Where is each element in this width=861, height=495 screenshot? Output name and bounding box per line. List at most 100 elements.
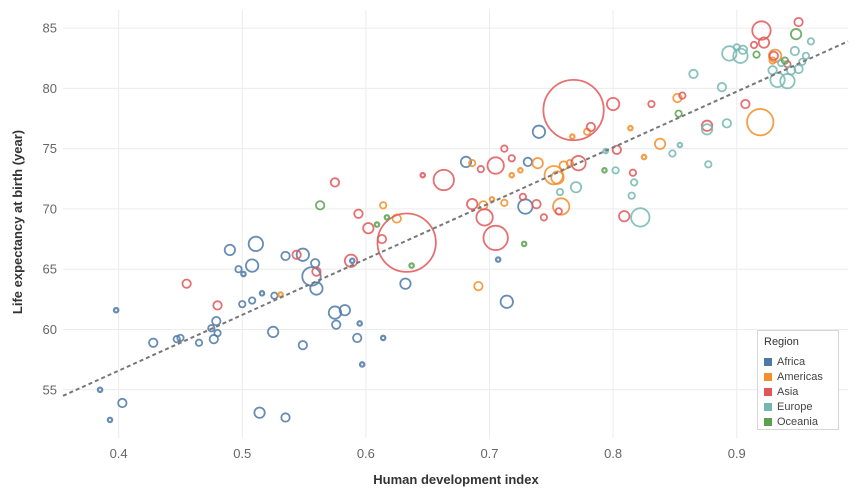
data-point-oceania[interactable] <box>315 200 326 211</box>
data-point-europe[interactable] <box>569 181 583 194</box>
data-point-europe[interactable] <box>806 37 816 46</box>
data-point-oceania[interactable] <box>383 214 391 221</box>
data-point-europe[interactable] <box>704 160 713 169</box>
data-point-asia[interactable] <box>419 171 427 179</box>
data-point-asia[interactable] <box>311 266 322 277</box>
data-point-africa[interactable] <box>459 155 473 169</box>
data-point-oceania[interactable] <box>601 167 608 174</box>
data-point-africa[interactable] <box>117 397 128 409</box>
data-point-africa[interactable] <box>223 243 236 257</box>
data-point-africa[interactable] <box>522 156 533 168</box>
data-point-africa[interactable] <box>172 335 181 344</box>
data-point-africa[interactable] <box>531 124 547 139</box>
data-point-asia[interactable] <box>486 156 505 175</box>
data-point-americas[interactable] <box>531 157 544 170</box>
data-point-europe[interactable] <box>789 45 800 57</box>
data-point-africa[interactable] <box>245 258 260 273</box>
data-point-africa[interactable] <box>356 320 363 327</box>
data-point-asia[interactable] <box>768 50 779 61</box>
data-point-asia[interactable] <box>678 91 687 100</box>
data-point-africa[interactable] <box>208 334 219 345</box>
data-point-africa[interactable] <box>258 290 266 297</box>
data-point-asia[interactable] <box>793 16 804 28</box>
data-point-asia[interactable] <box>539 213 548 222</box>
data-point-africa[interactable] <box>176 333 185 343</box>
data-point-asia[interactable] <box>740 98 751 110</box>
data-point-africa[interactable] <box>238 300 247 309</box>
data-point-africa[interactable] <box>494 256 502 263</box>
data-point-europe[interactable] <box>801 51 811 60</box>
data-point-europe[interactable] <box>676 141 684 149</box>
data-point-asia[interactable] <box>749 40 759 50</box>
data-point-americas[interactable] <box>768 56 777 65</box>
data-point-europe[interactable] <box>611 166 620 175</box>
data-point-europe[interactable] <box>700 123 714 136</box>
data-point-asia[interactable] <box>585 121 596 133</box>
data-point-africa[interactable] <box>112 306 120 314</box>
data-point-asia[interactable] <box>476 165 485 174</box>
data-point-africa[interactable] <box>331 319 342 330</box>
data-point-africa[interactable] <box>211 315 222 327</box>
data-point-africa[interactable] <box>348 257 356 265</box>
data-point-europe[interactable] <box>798 57 807 66</box>
data-point-africa[interactable] <box>270 291 279 300</box>
data-point-africa[interactable] <box>295 247 310 262</box>
data-point-asia[interactable] <box>353 208 364 219</box>
data-point-europe[interactable] <box>793 63 804 75</box>
data-point-europe[interactable] <box>630 178 639 187</box>
data-point-asia[interactable] <box>362 222 375 235</box>
data-point-africa[interactable] <box>267 325 280 339</box>
data-point-americas[interactable] <box>517 167 524 174</box>
data-point-oceania[interactable] <box>674 109 683 118</box>
legend-item-oceania[interactable]: Oceania <box>758 414 838 429</box>
legend-item-americas[interactable]: Americas <box>758 369 838 384</box>
data-point-americas[interactable] <box>379 201 388 210</box>
data-point-americas[interactable] <box>746 108 775 137</box>
data-point-africa[interactable] <box>96 386 104 394</box>
data-point-asia[interactable] <box>181 278 192 289</box>
data-point-africa[interactable] <box>280 412 291 423</box>
data-point-asia[interactable] <box>518 192 527 201</box>
data-point-oceania[interactable] <box>520 240 528 248</box>
data-point-asia[interactable] <box>507 154 516 163</box>
data-point-asia[interactable] <box>531 199 542 210</box>
data-point-europe[interactable] <box>630 207 651 228</box>
data-point-americas[interactable] <box>468 159 477 168</box>
data-point-asia[interactable] <box>751 20 772 41</box>
data-point-europe[interactable] <box>732 47 749 64</box>
data-point-africa[interactable] <box>297 340 308 351</box>
data-point-africa[interactable] <box>213 329 222 338</box>
data-point-europe[interactable] <box>721 45 738 62</box>
data-point-africa[interactable] <box>148 337 159 348</box>
data-point-asia[interactable] <box>432 168 455 192</box>
data-point-oceania[interactable] <box>373 221 381 228</box>
data-point-africa[interactable] <box>248 296 257 305</box>
legend-item-europe[interactable]: Europe <box>758 399 838 414</box>
data-point-africa[interactable] <box>207 324 216 333</box>
data-point-europe[interactable] <box>668 149 677 158</box>
data-point-africa[interactable] <box>310 258 321 269</box>
data-point-africa[interactable] <box>234 265 243 274</box>
data-point-americas[interactable] <box>550 170 565 185</box>
data-point-asia[interactable] <box>700 119 714 132</box>
data-point-americas[interactable] <box>552 197 571 216</box>
data-point-europe[interactable] <box>716 82 728 93</box>
data-point-asia[interactable] <box>329 177 341 188</box>
data-point-americas[interactable] <box>627 124 634 132</box>
data-point-europe[interactable] <box>627 191 636 200</box>
data-point-africa[interactable] <box>517 198 534 215</box>
data-point-asia[interactable] <box>475 208 494 227</box>
data-point-africa[interactable] <box>358 361 366 368</box>
data-point-asia[interactable] <box>376 212 437 273</box>
data-point-asia[interactable] <box>757 36 771 49</box>
data-point-oceania[interactable] <box>780 56 790 65</box>
legend-item-africa[interactable]: Africa <box>758 354 838 369</box>
data-point-africa[interactable] <box>352 332 363 344</box>
data-point-americas[interactable] <box>569 133 576 140</box>
data-point-oceania[interactable] <box>789 28 803 41</box>
data-point-oceania[interactable] <box>408 262 415 269</box>
data-point-africa[interactable] <box>253 406 266 419</box>
data-point-americas[interactable] <box>473 280 484 292</box>
data-point-americas[interactable] <box>653 137 667 150</box>
data-point-europe[interactable] <box>737 44 749 55</box>
